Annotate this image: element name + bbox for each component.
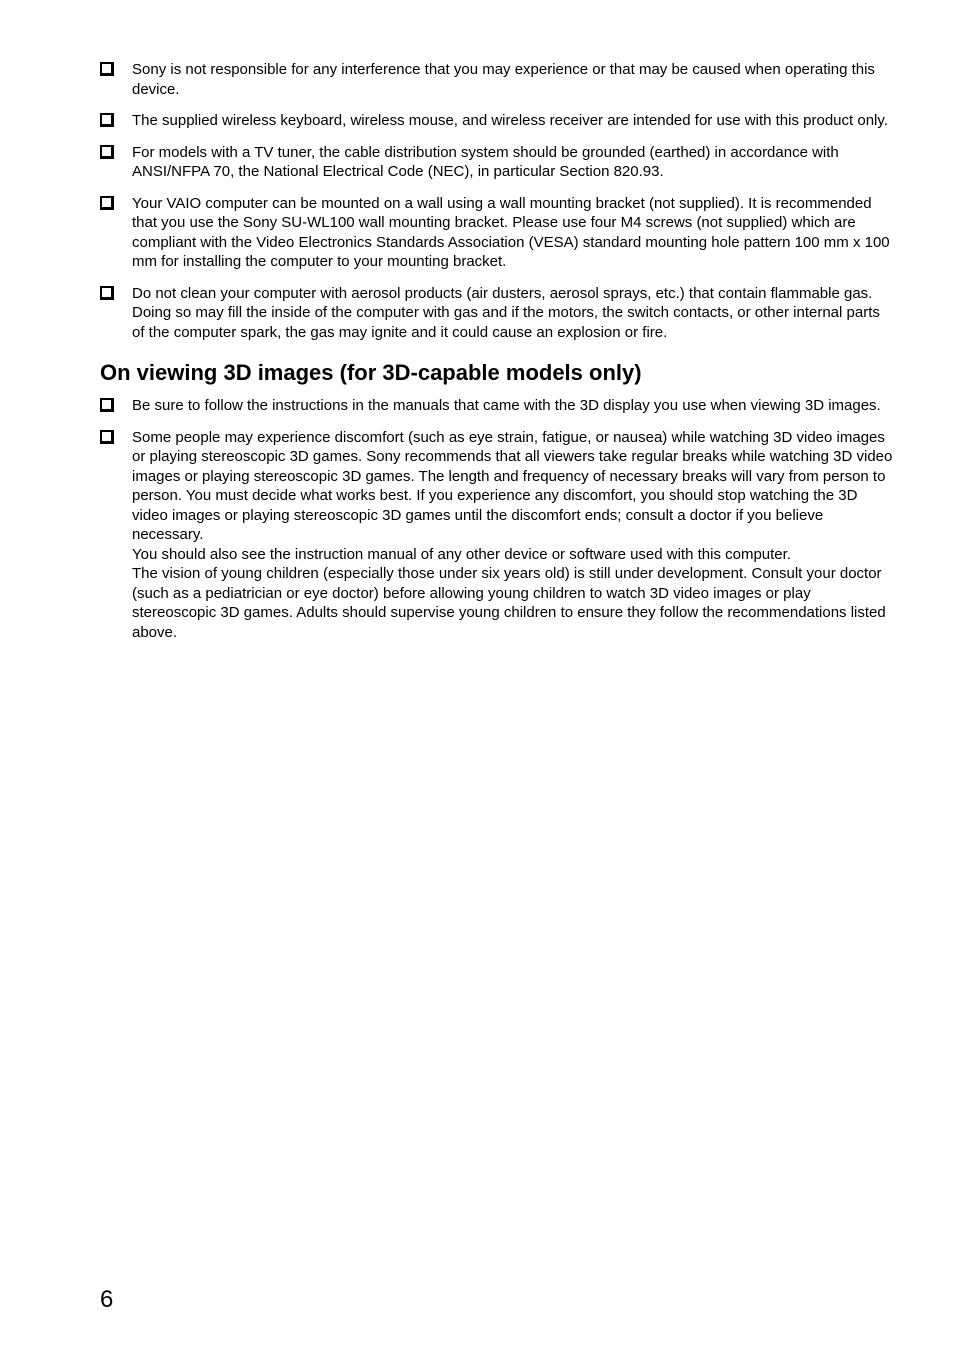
bullet-text: For models with a TV tuner, the cable di…	[132, 143, 894, 182]
bullet-text: Your VAIO computer can be mounted on a w…	[132, 194, 894, 272]
bullet-list-3d: Be sure to follow the instructions in th…	[100, 396, 894, 642]
bullet-text: Sony is not responsible for any interfer…	[132, 60, 894, 99]
section-heading: On viewing 3D images (for 3D-capable mod…	[100, 360, 894, 386]
list-item: Some people may experience discomfort (s…	[100, 428, 894, 643]
bullet-icon	[100, 196, 114, 210]
bullet-icon	[100, 113, 114, 127]
page-number: 6	[100, 1286, 113, 1314]
bullet-text: The supplied wireless keyboard, wireless…	[132, 111, 894, 131]
bullet-text: Do not clean your computer with aerosol …	[132, 284, 894, 343]
list-item: Your VAIO computer can be mounted on a w…	[100, 194, 894, 272]
bullet-icon	[100, 62, 114, 76]
bullet-icon	[100, 430, 114, 444]
bullet-text: Some people may experience discomfort (s…	[132, 428, 894, 643]
bullet-text: Be sure to follow the instructions in th…	[132, 396, 894, 416]
bullet-icon	[100, 286, 114, 300]
bullet-icon	[100, 145, 114, 159]
list-item: Be sure to follow the instructions in th…	[100, 396, 894, 416]
bullet-list-top: Sony is not responsible for any interfer…	[100, 60, 894, 342]
list-item: Do not clean your computer with aerosol …	[100, 284, 894, 343]
list-item: Sony is not responsible for any interfer…	[100, 60, 894, 99]
bullet-icon	[100, 398, 114, 412]
list-item: The supplied wireless keyboard, wireless…	[100, 111, 894, 131]
list-item: For models with a TV tuner, the cable di…	[100, 143, 894, 182]
